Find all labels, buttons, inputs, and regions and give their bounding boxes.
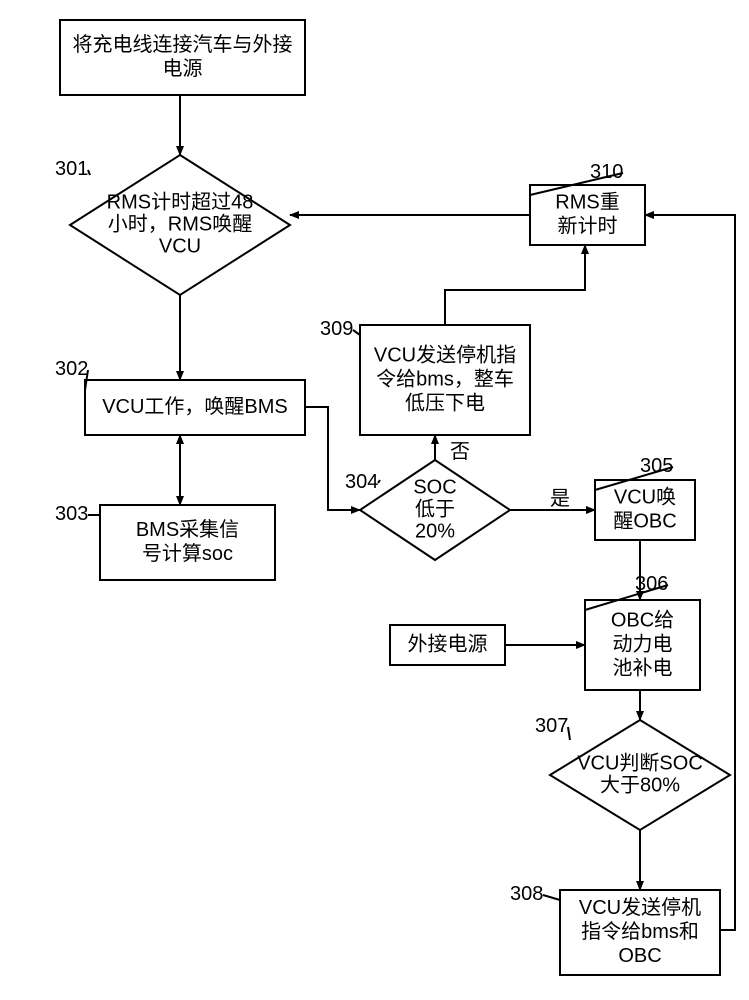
svg-text:外接电源: 外接电源 — [408, 632, 488, 655]
node-n303: BMS采集信号计算soc303 — [55, 503, 275, 580]
node-n310: RMS重新计时310 — [530, 161, 645, 245]
ref-label-308: 308 — [510, 883, 543, 905]
edge-label-4: 是 — [550, 488, 570, 510]
node-n307: VCU判断SOC大于80%307 — [535, 715, 730, 830]
ref-label-305: 305 — [640, 455, 673, 477]
flowchart-canvas: 是 否 将充电线连接汽车与外接电源 RMS计时超过48小时，RMS唤醒VCU301 V… — [0, 0, 749, 1000]
node-start: 将充电线连接汽车与外接电源 — [60, 20, 305, 95]
ref-label-303: 303 — [55, 503, 88, 525]
ref-label-306: 306 — [635, 573, 668, 595]
svg-text:VCU工作，唤醒BMS: VCU工作，唤醒BMS — [102, 395, 288, 418]
node-n309: VCU发送停机指令给bms，整车低压下电309 — [320, 318, 530, 435]
node-n304: SOC低于20% 304 — [345, 460, 510, 560]
node-n306: OBC给动力电池补电 306 — [585, 573, 700, 690]
ref-label-304: 304 — [345, 471, 378, 493]
svg-text:OBC给动力电池补电: OBC给动力电池补电 — [611, 608, 674, 679]
node-n301: RMS计时超过48小时，RMS唤醒VCU301 — [55, 155, 290, 295]
node-n305: VCU唤醒OBC305 — [595, 455, 695, 540]
edge-n309-n310 — [445, 245, 585, 325]
edge-n302-n304 — [305, 407, 360, 510]
edge-label-5: 否 — [450, 441, 470, 463]
ref-label-301: 301 — [55, 158, 88, 180]
nodes-layer: 将充电线连接汽车与外接电源 RMS计时超过48小时，RMS唤醒VCU301 VCU工… — [55, 20, 730, 975]
ref-label-302: 302 — [55, 358, 88, 380]
svg-text:SOC低于20%: SOC低于20% — [413, 476, 456, 542]
ref-label-309: 309 — [320, 318, 353, 340]
node-ext: 外接电源 — [390, 625, 505, 665]
ref-label-307: 307 — [535, 715, 568, 737]
node-n308: VCU发送停机指令给bms和OBC308 — [510, 883, 720, 975]
